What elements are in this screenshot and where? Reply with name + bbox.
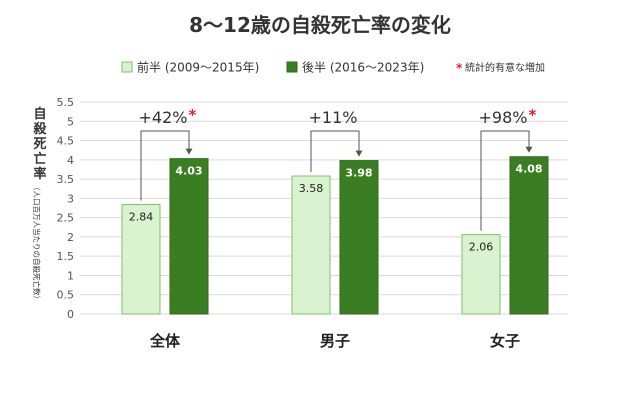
change-bracket bbox=[480, 130, 530, 231]
chart-title: 8～12歳の自殺死亡率の変化 bbox=[189, 13, 451, 37]
y-axis-label-char: 殺 bbox=[32, 121, 47, 137]
y-tick-label: 3.5 bbox=[57, 173, 75, 186]
change-arrowhead bbox=[355, 150, 363, 157]
y-axis-ticks: 0 0.5 1 1.5 2 2.5 3 3.5 4 4.5 5 5.5 bbox=[57, 96, 75, 321]
bar bbox=[461, 234, 501, 315]
y-tick-label: 1 bbox=[67, 269, 74, 282]
y-tick-label: 0 bbox=[67, 308, 74, 321]
significance-mark: * bbox=[528, 106, 536, 124]
bar-value-label: 3.58 bbox=[299, 182, 324, 195]
y-tick-label: 4 bbox=[67, 154, 74, 167]
legend-swatch bbox=[286, 61, 298, 73]
bar bbox=[121, 204, 161, 315]
significance-mark: * bbox=[188, 106, 196, 124]
y-tick-label: 5 bbox=[67, 115, 74, 128]
y-axis-sublabel: （人口百万人当たりの自殺死亡数） bbox=[32, 183, 42, 303]
change-bracket bbox=[140, 130, 190, 201]
legend-label: 前半 (2009～2015年) bbox=[137, 60, 259, 75]
y-axis-label-char: 自 bbox=[33, 106, 46, 122]
y-tick-label: 4.5 bbox=[57, 135, 75, 148]
bar-value-label: 2.06 bbox=[469, 241, 494, 254]
bar-value-label: 2.84 bbox=[129, 211, 154, 224]
change-percent: +98% bbox=[479, 108, 528, 127]
y-tick-label: 1.5 bbox=[57, 250, 75, 263]
y-axis-label: 自殺死亡率（人口百万人当たりの自殺死亡数） bbox=[32, 106, 47, 303]
bar-value-label: 4.03 bbox=[175, 165, 202, 178]
bar bbox=[291, 175, 331, 315]
legend: 前半 (2009～2015年) 後半 (2016～2023年) * 統計的有意な増加 bbox=[121, 60, 545, 75]
x-axis-categories: 全体 男子 女子 bbox=[149, 332, 520, 350]
change-annotations: +42% * +11% +98% * bbox=[139, 106, 536, 231]
y-tick-label: 5.5 bbox=[57, 96, 75, 109]
bar-value-label: 3.98 bbox=[345, 167, 372, 180]
category-label: 女子 bbox=[490, 332, 520, 350]
y-axis-label-char: 亡 bbox=[33, 151, 46, 167]
legend-significance-note: 統計的有意な増加 bbox=[465, 61, 545, 74]
legend-swatch bbox=[121, 61, 133, 73]
y-tick-label: 2 bbox=[67, 231, 74, 244]
change-percent: +42% bbox=[139, 108, 188, 127]
bar-value-label: 4.08 bbox=[515, 163, 542, 176]
bar bbox=[169, 158, 209, 315]
change-arrowhead bbox=[525, 146, 533, 153]
category-label: 全体 bbox=[149, 332, 181, 350]
bar bbox=[339, 160, 379, 315]
y-tick-label: 3 bbox=[67, 192, 74, 205]
change-arrowhead bbox=[185, 148, 193, 155]
y-axis-label-char: 率 bbox=[33, 166, 46, 182]
legend-significance-mark: * bbox=[456, 61, 463, 75]
legend-label: 後半 (2016～2023年) bbox=[302, 61, 424, 75]
y-axis-label-char: 死 bbox=[33, 137, 46, 152]
category-label: 男子 bbox=[320, 332, 350, 350]
bars: 2.84 4.03 3.58 3.98 2.06 4.08 bbox=[121, 156, 549, 315]
change-bracket bbox=[310, 130, 360, 173]
bar bbox=[509, 156, 549, 315]
change-percent: +11% bbox=[309, 108, 358, 127]
y-tick-label: 0.5 bbox=[57, 289, 75, 302]
y-tick-label: 2.5 bbox=[57, 212, 75, 225]
